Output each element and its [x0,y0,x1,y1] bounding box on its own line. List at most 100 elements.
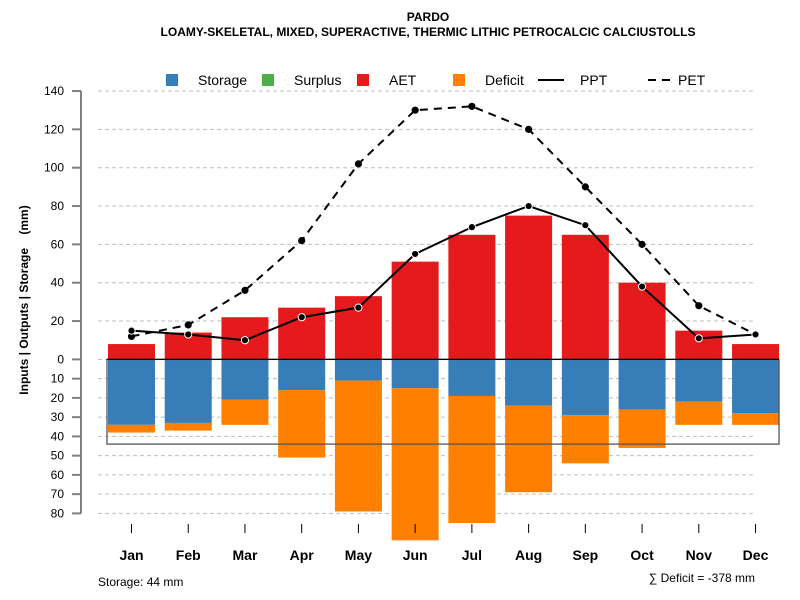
bar-storage [505,359,553,406]
chart-title: PARDO [407,10,449,24]
ppt-point [184,330,193,339]
x-axis: Jan Feb Mar Apr May Jun Jul Aug Sep Oct Nov Dec [119,524,769,563]
pet-point [354,160,363,168]
y-tick-label: 80 [51,199,65,213]
x-tick-label-jul: Jul [462,547,482,563]
pet-point [127,332,136,340]
legend-label-surplus: Surplus [294,72,341,88]
x-tick-label-aug: Aug [515,547,542,563]
bar-aet [618,282,666,360]
y-tick-label: 40 [51,429,65,443]
y-tick-label: 100 [44,161,64,175]
bar-aet [732,344,780,360]
y-tick-label: 0 [57,352,64,366]
bar-storage [278,359,326,391]
y-axis-label: Inputs | Outputs | Storage (mm) [17,205,31,394]
pet-point [695,302,703,310]
bar-deficit [108,424,155,433]
pet-point [298,236,306,245]
storage-annotation: Storage: 44 mm [98,575,183,589]
bar-deficit [618,409,666,448]
pet-point [468,102,476,110]
pet-point [184,321,192,329]
ppt-point [581,221,590,230]
bar-deficit [561,415,609,464]
pet-point [638,240,646,248]
bar-storage [561,359,609,416]
bar-deficit [448,395,496,524]
ppt-point [297,313,306,322]
lines [127,102,760,345]
y-tick-label: 50 [51,449,65,463]
bar-deficit [675,401,723,425]
y-tick-label: 80 [51,506,65,520]
x-tick-label-may: May [345,547,372,563]
bar-storage [675,359,723,402]
ppt-point [411,249,420,259]
bar-storage [221,359,269,400]
pet-point [241,286,249,294]
legend-swatch-surplus [262,74,274,86]
pet-point [411,106,419,114]
x-tick-label-feb: Feb [176,547,201,563]
pet-line [131,105,756,338]
bar-storage [108,359,155,425]
bar-deficit [278,390,326,458]
ppt-point [637,282,647,291]
legend-label-deficit: Deficit [485,72,524,88]
bar-deficit [732,413,780,425]
ppt-point [240,336,250,345]
legend: Storage Surplus AET Deficit PPT PET [166,72,706,88]
chart-subtitle: LOAMY-SKELETAL, MIXED, SUPERACTIVE, THER… [161,25,696,39]
bar-storage [732,359,780,414]
bar-storage [391,359,439,389]
x-tick-label-sep: Sep [572,547,598,563]
ppt-point [524,201,533,211]
legend-swatch-aet [357,74,369,86]
y-tick-label: 30 [51,410,65,424]
y-tick-label: 60 [51,237,65,251]
ppt-point [467,223,476,232]
y-tick-label: 140 [44,84,64,98]
x-tick-label-dec: Dec [743,547,769,563]
x-tick-label-nov: Nov [686,547,713,563]
y-tick-label: 40 [51,276,65,290]
bar-aet [391,261,439,360]
bar-storage [334,359,382,381]
x-tick-label-oct: Oct [630,547,654,563]
bar-aet [108,344,155,360]
legend-label-storage: Storage [198,72,247,88]
bar-aet [448,234,496,360]
y-axis: 0 20 40 60 80 100 120 140 10 20 30 40 50 60 70 80 [44,84,82,520]
y-tick-label: 10 [51,372,65,386]
legend-label-ppt: PPT [580,72,608,88]
legend-label-pet: PET [678,72,706,88]
bar-deficit [164,422,212,431]
x-tick-label-jan: Jan [119,547,143,563]
ppt-point [751,330,760,339]
ppt-point [354,303,363,312]
pet-point [581,183,589,191]
bar-aet [505,215,553,360]
y-tick-label: 20 [51,314,65,328]
bars [106,215,780,541]
y-tick-label: 60 [51,468,65,482]
bar-storage [164,359,212,423]
pet-point [525,125,533,133]
bar-aet [561,234,609,360]
y-tick-label: 20 [51,391,65,405]
bar-deficit [221,399,269,425]
x-tick-label-apr: Apr [290,547,315,563]
deficit-sum-annotation: ∑ Deficit = -378 mm [649,571,755,585]
ppt-point [127,326,136,335]
bar-storage [618,359,666,410]
ppt-line [131,204,756,342]
bar-deficit [505,405,553,493]
legend-swatch-storage [166,74,178,86]
x-tick-label-mar: Mar [233,547,258,563]
legend-label-aet: AET [389,72,417,88]
y-tick-label: 120 [44,122,64,136]
x-tick-label-jun: Jun [403,547,428,563]
bar-deficit [334,380,382,512]
